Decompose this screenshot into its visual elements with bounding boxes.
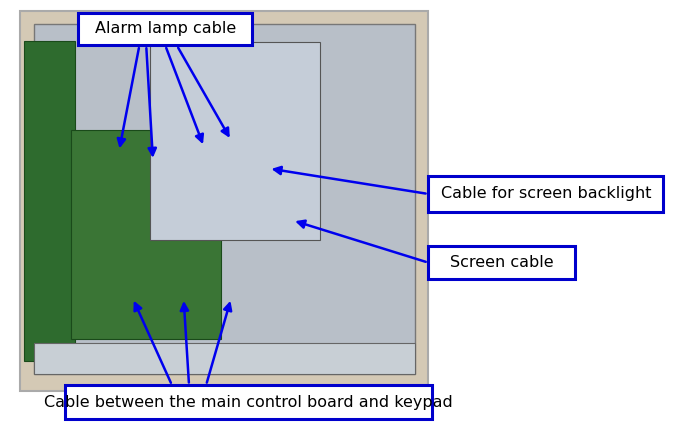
Bar — [34, 24, 415, 374]
Bar — [24, 41, 75, 361]
FancyBboxPatch shape — [428, 176, 663, 212]
Text: Screen cable: Screen cable — [450, 255, 554, 270]
Bar — [71, 130, 221, 339]
Text: Cable between the main control board and keypad: Cable between the main control board and… — [44, 395, 453, 410]
Bar — [150, 42, 320, 240]
Text: Alarm lamp cable: Alarm lamp cable — [95, 22, 236, 36]
Bar — [20, 11, 428, 391]
FancyBboxPatch shape — [78, 13, 252, 45]
Text: Cable for screen backlight: Cable for screen backlight — [441, 187, 651, 201]
FancyBboxPatch shape — [65, 385, 432, 419]
Bar — [34, 343, 415, 374]
FancyBboxPatch shape — [428, 246, 575, 279]
